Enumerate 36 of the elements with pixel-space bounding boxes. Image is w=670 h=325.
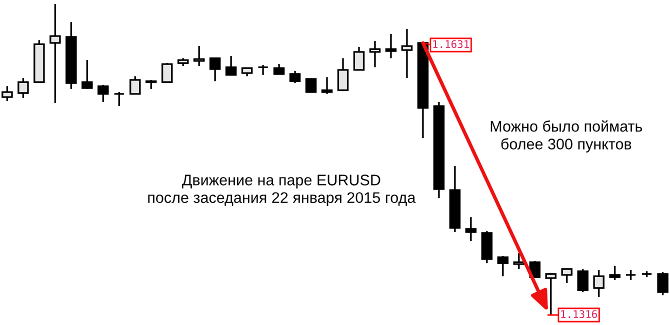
annotation: Можно было поймать более 300 пунктов: [490, 120, 642, 152]
candlestick: [353, 46, 365, 71]
candlestick: [513, 252, 525, 270]
annotation: Движение на паре EURUSD после заседания 22 января 2015 года: [148, 174, 416, 206]
candlestick: [2, 85, 13, 102]
candlestick: [209, 57, 221, 82]
candlestick: [145, 79, 157, 90]
candlestick: [289, 70, 301, 84]
candlestick: [98, 84, 109, 103]
candlestick: [129, 75, 141, 95]
candlestick: [161, 62, 173, 83]
candlestick: [193, 45, 205, 67]
candlestick: [625, 269, 636, 281]
candlestick: [257, 64, 269, 76]
candlestick: [577, 268, 588, 293]
candlestick: [82, 59, 93, 90]
candlestick: [609, 265, 620, 281]
candlestick: [18, 77, 29, 99]
candlestick: [657, 271, 668, 296]
candlestick: [273, 63, 285, 75]
candlestick: [401, 28, 413, 79]
annotation: 1.1631: [433, 40, 469, 48]
candlestick: [497, 255, 509, 278]
candlestick: [50, 3, 61, 104]
candlestick: [465, 216, 477, 242]
candlestick: [593, 269, 604, 298]
candlestick: [337, 57, 349, 92]
candlestick: [113, 91, 125, 107]
candlestick: [369, 40, 381, 68]
candlestick: [321, 76, 333, 95]
candlestick: [385, 33, 397, 59]
candlestick: [305, 78, 317, 93]
candlestick: [561, 268, 572, 284]
candlestick: [225, 55, 237, 76]
annotation: 1.1316: [561, 310, 597, 318]
candlestick: [545, 272, 557, 316]
